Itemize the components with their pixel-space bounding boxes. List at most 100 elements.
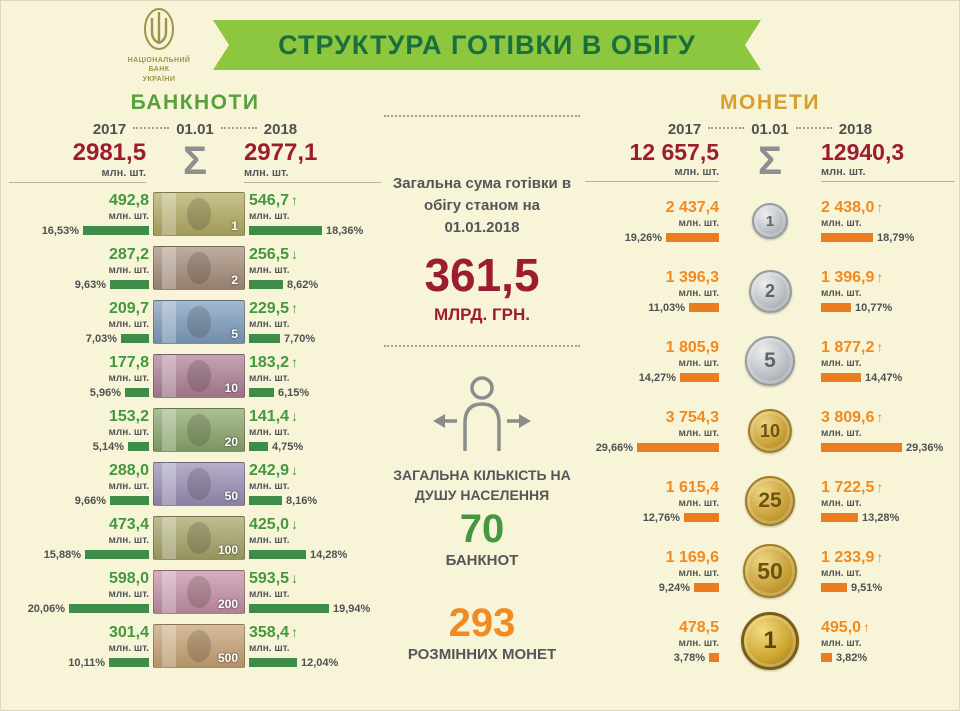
banknote-2018-valueline: 358,4 ↑ [249,624,298,642]
banknote-2017-bar [85,550,149,560]
coin-2018-barline: 14,47% [821,372,902,384]
banknote-2018-block: 229,5 ↑ млн. шт. 7,70% [249,300,381,345]
per-capita-caption: ЗАГАЛЬНА КІЛЬКІСТЬ НА ДУШУ НАСЕЛЕННЯ [393,467,571,503]
dotted-divider [384,345,580,348]
banknote-2018-value: 256,5 [249,245,290,263]
coin-image-cell: 2 [719,269,821,313]
total-cash-caption: Загальна сума готівки в обігу станом на … [392,175,572,236]
coin-2017-percent: 12,76% [642,511,680,524]
coin-2018-barline: 18,79% [821,231,915,244]
coin-2018-percent: 29,36% [906,441,944,454]
banknote-2018-block: 242,9 ↓ млн. шт. 8,16% [249,462,381,507]
unit-label: млн. шт. [674,166,719,179]
banknote-portrait [187,414,211,447]
unit-label: млн. шт. [821,427,862,439]
coin-2017-percent: 29,66% [595,441,633,454]
coin-2018-valueline: 495,0 ↑ [821,619,870,637]
banknote-2017-percent: 10,11% [68,656,105,669]
banknote-2018-percent: 8,62% [287,278,319,291]
coin-2017-value: 1 169,6 [665,548,719,566]
coin-2018-block: 1 877,2 ↑ млн. шт. 14,47% [821,339,955,384]
banknote-row: 301,4 млн. шт. 10,11% 500 358,4 ↑ млн. шт… [9,619,381,673]
banknote-portrait [187,252,211,285]
coin-2017-percent: 11,03% [648,301,685,314]
banknote-2018-block: 425,0 ↓ млн. шт. 14,28% [249,516,381,561]
unit-label: млн. шт. [678,287,719,299]
banknote-2017-percent: 9,66% [74,494,106,507]
coin-2017-bar [709,653,719,663]
unit-label: млн. шт. [821,637,862,649]
unit-label: млн. шт. [678,637,719,649]
banknote-2017-value: 153,2 [108,407,149,425]
banknote-2017-bar [69,604,149,614]
coin-2017-bar [680,373,719,383]
coins-total-2017: 12 657,5 млн. шт. [585,140,719,183]
banknote-2018-percent: 8,16% [286,494,318,507]
trend-arrow: ↑ [876,548,884,565]
banknote-2018-value: 546,7 [249,191,290,209]
banknote-portrait [187,306,211,339]
coin-image-cell: 1 [719,612,821,671]
coins-years-row: 2017 01.01 2018 [585,121,955,138]
coin-2018-percent: 18,79% [877,231,915,244]
coin-image: 10 [748,409,792,454]
unit-label: млн. шт. [108,210,149,222]
banknote-2017-block: 209,7 млн. шт. 7,03% [9,300,149,345]
banknote-2017-bar [125,388,149,398]
unit-label: млн. шт. [108,480,149,492]
coin-2018-valueline: 1 722,5 ↑ [821,479,883,497]
banknotes-year-2017: 2017 [92,121,127,138]
coin-2017-value: 1 615,4 [665,478,719,496]
trend-arrow: ↑ [291,353,299,370]
banknote-2018-barline: 12,04% [249,657,338,669]
banknote-2017-barline: 20,06% [28,603,149,615]
coins-totals: 12 657,5 млн. шт. Σ 12940,3 млн. шт. [585,140,955,183]
unit-label: млн. шт. [108,318,149,330]
banknote-2017-barline: 9,63% [74,278,149,291]
banknote-2018-barline: 4,75% [249,440,304,453]
banknote-portrait [187,198,211,231]
trend-arrow: ↑ [876,198,884,215]
banknote-2018-value: 183,2 [249,353,290,371]
coins-total-2018: 12940,3 млн. шт. [821,140,955,183]
coin-2017-barline: 29,66% [595,441,719,454]
coin-2017-block: 478,5 млн. шт. 3,78% [585,619,719,664]
unit-label: млн. шт. [101,167,147,180]
banknote-2017-percent: 15,88% [43,548,81,561]
banknote-2018-bar [249,496,282,506]
banknote-image-cell: 200 [149,570,249,615]
unit-label: млн. шт. [108,426,149,438]
banknote-2017-barline: 5,14% [93,441,149,453]
coin-2018-percent: 13,28% [862,511,900,524]
banknote-2018-barline: 7,70% [249,333,315,345]
banknotes-years-row: 2017 01.01 2018 [9,121,381,138]
person-width-arrows-icon [427,373,537,458]
banknote-image-cell: 50 [149,462,249,507]
unit-label: млн. шт. [821,166,866,179]
coin-2018-valueline: 1 233,9 ↑ [821,548,884,567]
banknotes-total-2017-value: 2981,5 [72,139,147,166]
coin-row: 2 437,4 млн. шт. 19,26% 1 2 438,0 ↑ млн. … [585,186,955,256]
coin-2017-bar [666,233,719,243]
banknote-image: 10 [153,354,245,399]
coin-2018-bar [821,373,861,383]
coin-2018-percent: 9,51% [851,581,883,594]
coin-2018-value: 1 233,9 [821,548,875,566]
coin-2017-bar [694,583,719,593]
coin-2018-percent: 10,77% [855,301,893,314]
banknote-image: 2 [153,246,245,291]
banknote-image: 200 [153,570,245,615]
banknote-portrait [187,522,211,555]
banknote-2017-barline: 5,96% [90,387,149,399]
unit-label: млн. шт. [108,642,149,654]
page-title: СТРУКТУРА ГОТІВКИ В ОБІГУ [278,29,696,60]
banknote-2017-barline: 9,66% [74,494,149,507]
banknote-row: 177,8 млн. шт. 5,96% 10 183,2 ↑ млн. шт. … [9,349,381,403]
banknotes-total-2018: 2977,1 млн. шт. [243,140,381,184]
banknote-2017-percent: 9,63% [74,278,106,291]
banknote-2018-percent: 4,75% [272,440,304,453]
banknote-image-cell: 5 [149,300,249,345]
unit-label: млн. шт. [243,167,289,180]
banknote-2018-block: 593,5 ↓ млн. шт. 19,94% [249,570,381,615]
